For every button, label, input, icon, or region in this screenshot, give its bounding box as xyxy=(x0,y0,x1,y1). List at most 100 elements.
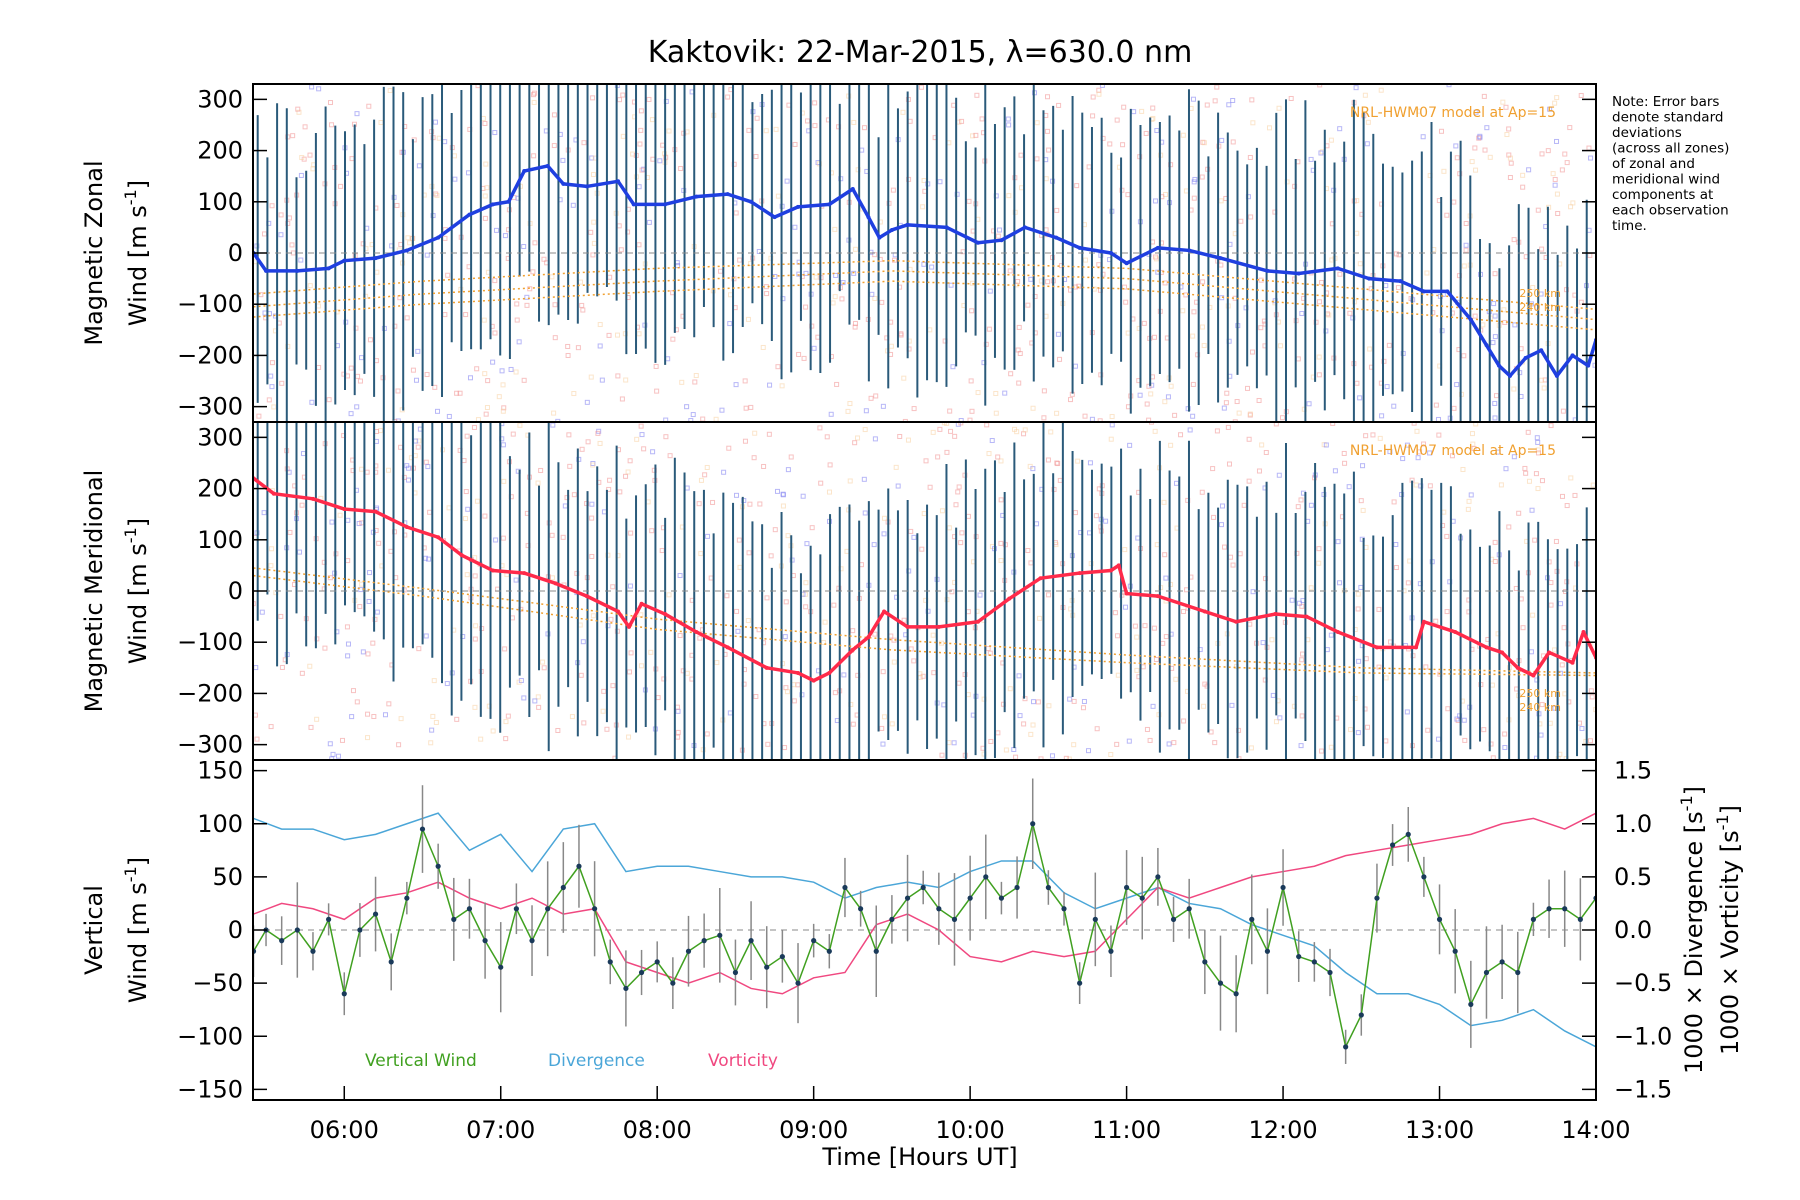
scatter-point xyxy=(1045,94,1051,100)
scatter-point xyxy=(345,653,351,659)
y-tick-label: 150 xyxy=(197,757,243,785)
scatter-point xyxy=(1241,502,1247,508)
scatter-point xyxy=(413,377,419,383)
scatter-point xyxy=(357,378,363,384)
vertical-wind-point xyxy=(1530,916,1537,922)
scatter-point xyxy=(501,478,507,484)
scatter-point xyxy=(688,418,694,422)
scatter-point xyxy=(959,530,965,536)
zonal-wind-point xyxy=(1335,266,1340,271)
scatter-point xyxy=(1018,152,1024,158)
scatter-point xyxy=(1357,261,1363,267)
scatter-point xyxy=(784,178,790,184)
scatter-point xyxy=(268,724,274,730)
scatter-point xyxy=(634,436,640,442)
scatter-point xyxy=(880,403,886,409)
scatter-point xyxy=(1444,212,1450,218)
model-altitude-label: 250 km xyxy=(1519,687,1561,700)
vertical-wind-point xyxy=(1202,959,1208,965)
scatter-point xyxy=(1041,415,1047,421)
scatter-point xyxy=(271,404,277,410)
scatter-point xyxy=(278,613,284,619)
scatter-point xyxy=(1046,147,1052,153)
scatter-point xyxy=(1463,220,1469,226)
vertical-wind-point xyxy=(1499,959,1505,965)
vertical-wind-point xyxy=(654,959,660,965)
y-tick-label: 0 xyxy=(228,239,243,267)
scatter-point xyxy=(1503,466,1509,472)
meridional-wind-point xyxy=(975,619,980,624)
scatter-point xyxy=(1005,116,1011,122)
scatter-point xyxy=(840,280,846,286)
scatter-point xyxy=(1055,461,1061,467)
zonal-wind-point xyxy=(1187,248,1192,253)
zonal-wind-point xyxy=(999,238,1004,243)
scatter-point xyxy=(581,720,587,726)
scatter-point xyxy=(1552,100,1558,106)
zonal-wind-point xyxy=(749,199,754,204)
meridional-wind-point xyxy=(725,645,730,650)
vertical-wind-point xyxy=(1139,895,1145,901)
scatter-point xyxy=(256,413,262,419)
scatter-point xyxy=(1081,698,1087,704)
scatter-point xyxy=(1144,401,1150,407)
scatter-point xyxy=(1413,482,1419,488)
scatter-point xyxy=(638,423,644,429)
scatter-point xyxy=(1248,745,1254,751)
scatter-point xyxy=(623,377,629,383)
scatter-point xyxy=(974,92,980,98)
scatter-point xyxy=(1504,132,1510,138)
right-tick-label: 1.0 xyxy=(1614,810,1652,838)
bracket: ] xyxy=(124,180,152,189)
zonal-wind-point xyxy=(1054,235,1059,240)
scatter-point xyxy=(1299,603,1305,609)
zonal-wind-point xyxy=(889,227,894,232)
meridional-wind-point xyxy=(342,507,347,512)
note-line: Note: Error bars xyxy=(1612,94,1719,110)
vertical-wind-point xyxy=(1124,884,1130,891)
x-tick-label: 08:00 xyxy=(623,1116,692,1144)
scatter-point xyxy=(615,332,621,338)
meridional-wind-point xyxy=(1484,645,1489,650)
scatter-point xyxy=(1277,715,1283,721)
scatter-point xyxy=(474,366,480,372)
scatter-point xyxy=(1016,380,1022,386)
scatter-point xyxy=(329,122,335,128)
scatter-point xyxy=(591,219,597,225)
scatter-point xyxy=(1147,737,1153,743)
scatter-point xyxy=(1379,413,1385,419)
scatter-point xyxy=(1120,142,1126,148)
scatter-point xyxy=(1267,125,1273,131)
scatter-point xyxy=(1030,405,1036,411)
superscript: -1 xyxy=(121,189,140,205)
meridional-wind-point xyxy=(522,571,527,576)
scatter-point xyxy=(746,550,752,556)
scatter-point xyxy=(501,405,507,411)
model-altitude-label: 240 km xyxy=(1519,301,1561,314)
scatter-point xyxy=(1236,756,1242,760)
scatter-point xyxy=(581,140,587,146)
scatter-point xyxy=(349,714,355,720)
vertical-wind-point xyxy=(1327,969,1333,976)
scatter-point xyxy=(1295,504,1301,510)
scatter-point xyxy=(897,433,903,439)
scatter-point xyxy=(735,628,741,634)
scatter-point xyxy=(1190,96,1196,102)
scatter-point xyxy=(1363,433,1369,439)
scatter-point xyxy=(1031,699,1037,705)
x-tick-label: 10:00 xyxy=(936,1116,1005,1144)
scatter-point xyxy=(395,388,401,394)
scatter-point xyxy=(766,431,772,437)
scatter-point xyxy=(872,631,878,637)
vertical-wind-point xyxy=(560,884,566,891)
scatter-point xyxy=(1259,442,1265,448)
scatter-point xyxy=(1046,592,1052,598)
scatter-point xyxy=(1012,426,1018,432)
scatter-point xyxy=(1041,388,1047,394)
scatter-point xyxy=(454,716,460,722)
y-axis-label-line1: Vertical xyxy=(80,885,108,975)
scatter-point xyxy=(588,229,594,235)
scatter-point xyxy=(278,212,284,218)
meridional-wind-point xyxy=(271,491,276,496)
